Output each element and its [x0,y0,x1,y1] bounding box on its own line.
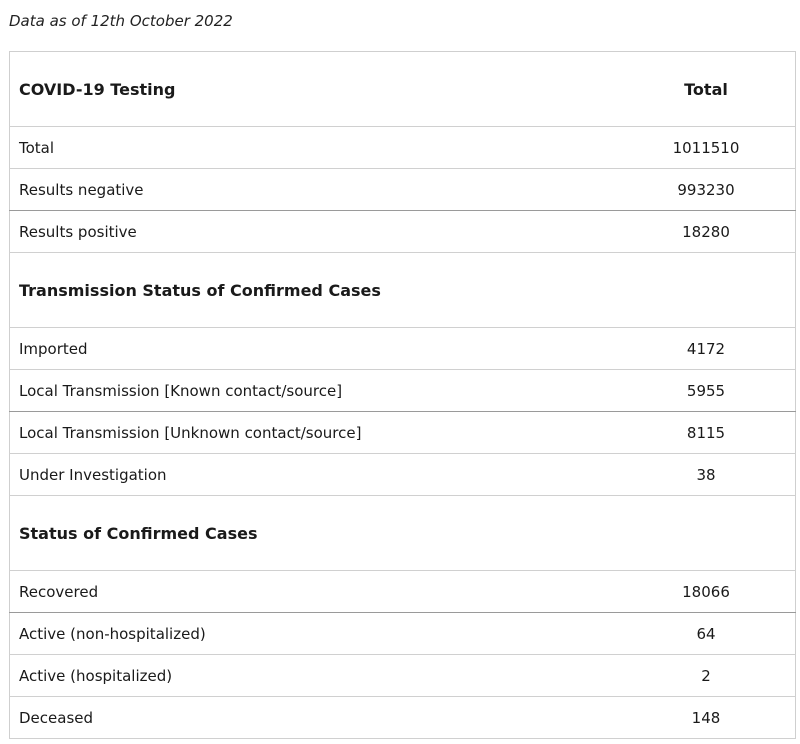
table-header-row: COVID-19 Testing Total [9,51,796,127]
section-heading-transmission: Transmission Status of Confirmed Cases [9,252,617,328]
row-value: 18280 [617,210,796,253]
table-row: Results positive 18280 [9,210,796,253]
row-label: Recovered [9,570,617,613]
row-label: Active (non-hospitalized) [9,612,617,655]
table-row: Results negative 993230 [9,168,796,211]
section-heading-empty-cell [617,252,796,328]
row-value: 4172 [617,327,796,370]
table-row: Active (hospitalized) 2 [9,654,796,697]
row-value: 8115 [617,411,796,454]
header-total: Total [617,51,796,127]
covid-statistics-table: COVID-19 Testing Total Total 1011510 Res… [9,51,796,739]
table-row: Local Transmission [Known contact/source… [9,369,796,412]
row-label: Local Transmission [Unknown contact/sour… [9,411,617,454]
row-value: 18066 [617,570,796,613]
header-label: COVID-19 Testing [9,51,617,127]
table-row: Active (non-hospitalized) 64 [9,612,796,655]
row-value: 2 [617,654,796,697]
row-label: Deceased [9,696,617,739]
row-label: Results positive [9,210,617,253]
section-heading-empty-cell [617,495,796,571]
row-value: 993230 [617,168,796,211]
row-label: Results negative [9,168,617,211]
table-row: Under Investigation 38 [9,453,796,496]
row-value: 64 [617,612,796,655]
row-value: 148 [617,696,796,739]
row-value: 1011510 [617,126,796,169]
table-row: Imported 4172 [9,327,796,370]
row-label: Active (hospitalized) [9,654,617,697]
row-label: Under Investigation [9,453,617,496]
row-value: 38 [617,453,796,496]
section-heading-status: Status of Confirmed Cases [9,495,617,571]
table-row: Recovered 18066 [9,570,796,613]
row-label: Local Transmission [Known contact/source… [9,369,617,412]
row-label: Imported [9,327,617,370]
table-row: Deceased 148 [9,696,796,739]
section-heading-row: Status of Confirmed Cases [9,495,796,571]
table-row: Total 1011510 [9,126,796,169]
row-value: 5955 [617,369,796,412]
section-heading-row: Transmission Status of Confirmed Cases [9,252,796,328]
row-label: Total [9,126,617,169]
data-date-caption: Data as of 12th October 2022 [9,12,233,30]
table-row: Local Transmission [Unknown contact/sour… [9,411,796,454]
